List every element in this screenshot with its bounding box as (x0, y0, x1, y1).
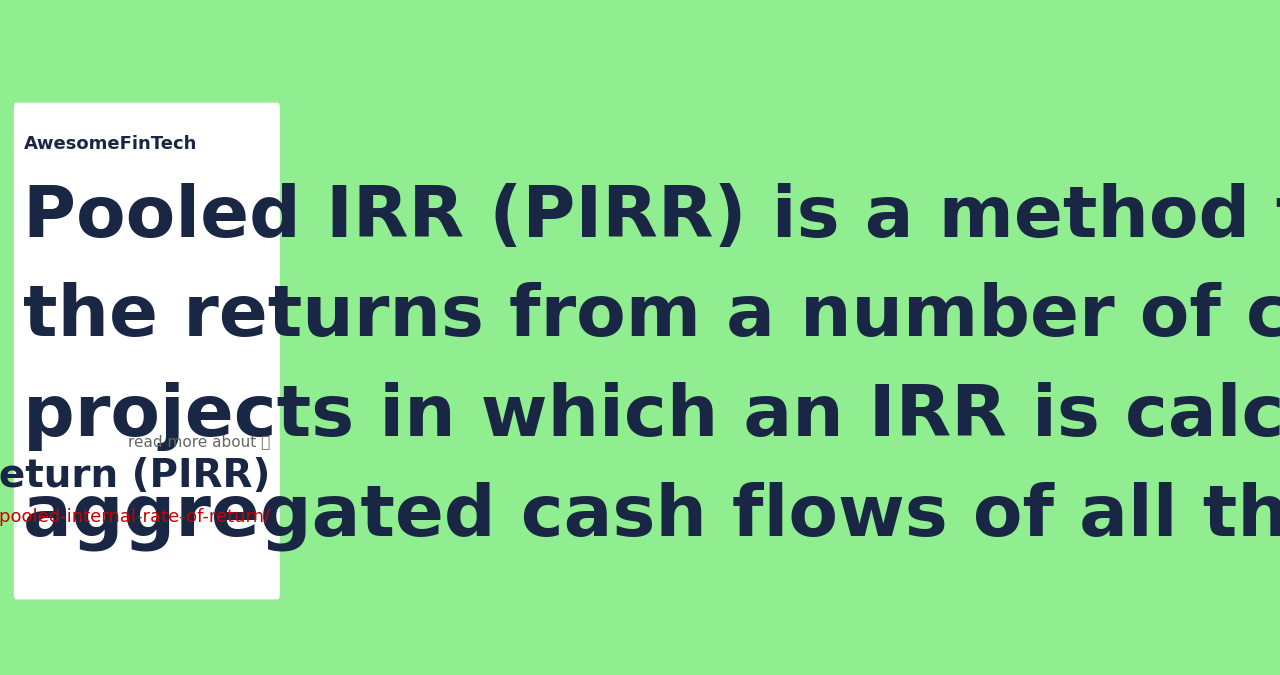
Text: Pooled IRR (PIRR) is a method for calculating: Pooled IRR (PIRR) is a method for calcul… (23, 182, 1280, 252)
Text: www.awesomefintech.com/terms/pooled-internal-rate-of-return/: www.awesomefintech.com/terms/pooled-inte… (0, 508, 270, 526)
Text: the returns from a number of concurrent: the returns from a number of concurrent (23, 282, 1280, 351)
Text: AwesomeFinTech: AwesomeFinTech (23, 135, 197, 153)
Text: projects in which an IRR is calculated from the: projects in which an IRR is calculated f… (23, 382, 1280, 451)
Text: read more about 📎: read more about 📎 (128, 434, 270, 449)
Text: Pooled Internal Rate of Return (PIRR): Pooled Internal Rate of Return (PIRR) (0, 457, 270, 495)
Text: aggregated cash flows of all the cash flows.: aggregated cash flows of all the cash fl… (23, 482, 1280, 551)
FancyBboxPatch shape (14, 103, 280, 599)
